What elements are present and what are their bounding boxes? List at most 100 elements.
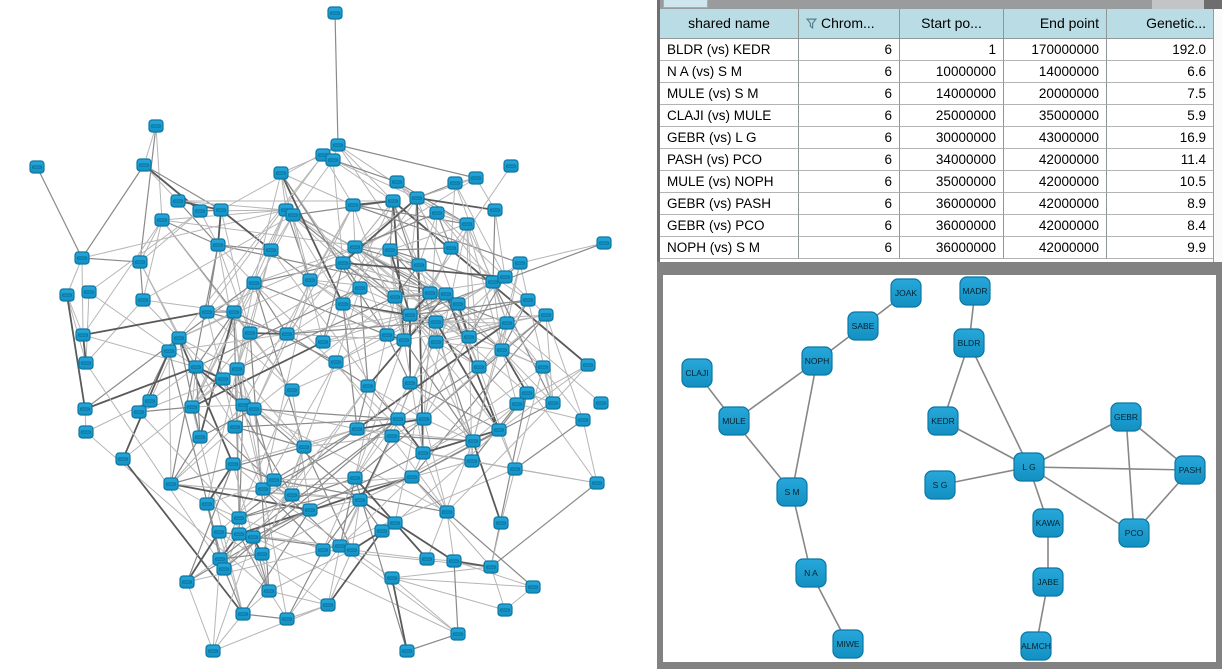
network-node[interactable]: [246, 276, 262, 290]
network-node[interactable]: [596, 236, 612, 250]
network-node[interactable]: [438, 287, 454, 301]
network-node[interactable]: [211, 525, 227, 539]
network-node[interactable]: [328, 355, 344, 369]
table-cell[interactable]: 42000000: [1004, 215, 1107, 237]
network-node[interactable]: [154, 213, 170, 227]
network-node[interactable]: [135, 293, 151, 307]
network-node[interactable]: [493, 516, 509, 530]
table-row[interactable]: GEBR (vs) L G 6 30000000 43000000 16.9: [660, 127, 1213, 149]
network-node[interactable]: [385, 194, 401, 208]
network-node[interactable]: [499, 316, 515, 330]
network-node[interactable]: [284, 383, 300, 397]
network-node[interactable]: [229, 362, 245, 376]
table-cell[interactable]: 42000000: [1004, 237, 1107, 259]
table-row[interactable]: GEBR (vs) PASH 6 36000000 42000000 8.9: [660, 193, 1213, 215]
network-node[interactable]: [402, 376, 418, 390]
table-cell[interactable]: 6: [799, 149, 900, 171]
table-cell[interactable]: N A (vs) S M: [660, 61, 799, 83]
node-joak[interactable]: JOAK: [890, 278, 922, 308]
node-s-g[interactable]: S G: [924, 470, 956, 500]
network-node[interactable]: [327, 6, 343, 20]
network-node[interactable]: [332, 539, 348, 553]
network-node[interactable]: [77, 402, 93, 416]
table-cell[interactable]: 6.6: [1107, 61, 1213, 83]
network-node[interactable]: [210, 238, 226, 252]
table-cell[interactable]: GEBR (vs) L G: [660, 127, 799, 149]
filter-icon[interactable]: [806, 18, 817, 29]
table-cell[interactable]: 36000000: [900, 237, 1004, 259]
network-node[interactable]: [215, 372, 231, 386]
network-node[interactable]: [199, 497, 215, 511]
network-node[interactable]: [115, 452, 131, 466]
node-mule[interactable]: MULE: [718, 406, 750, 436]
network-node[interactable]: [461, 330, 477, 344]
tab-fragment[interactable]: [663, 0, 708, 8]
table-cell[interactable]: 6: [799, 105, 900, 127]
table-cell[interactable]: MULE (vs) S M: [660, 83, 799, 105]
network-node[interactable]: [170, 194, 186, 208]
main-network-view[interactable]: [0, 0, 650, 669]
network-node[interactable]: [171, 331, 187, 345]
column-header-end-point[interactable]: End point: [1004, 9, 1107, 39]
network-node[interactable]: [235, 607, 251, 621]
node-l-g[interactable]: L G: [1013, 452, 1045, 482]
table-cell[interactable]: 42000000: [1004, 171, 1107, 193]
network-node[interactable]: [409, 191, 425, 205]
network-node[interactable]: [74, 251, 90, 265]
table-cell[interactable]: PASH (vs) PCO: [660, 149, 799, 171]
table-cell[interactable]: 5.9: [1107, 105, 1213, 127]
node-gebr[interactable]: GEBR: [1110, 402, 1142, 432]
network-node[interactable]: [163, 477, 179, 491]
table-cell[interactable]: 36000000: [900, 215, 1004, 237]
network-node[interactable]: [213, 203, 229, 217]
table-cell[interactable]: NOPH (vs) S M: [660, 237, 799, 259]
node-jabe[interactable]: JABE: [1032, 567, 1064, 597]
network-node[interactable]: [589, 476, 605, 490]
network-node[interactable]: [352, 493, 368, 507]
table-cell[interactable]: 11.4: [1107, 149, 1213, 171]
network-node[interactable]: [279, 612, 295, 626]
network-node[interactable]: [491, 423, 507, 437]
network-node[interactable]: [335, 297, 351, 311]
network-node[interactable]: [132, 255, 148, 269]
network-node[interactable]: [325, 153, 341, 167]
network-node[interactable]: [447, 176, 463, 190]
network-node[interactable]: [302, 273, 318, 287]
network-node[interactable]: [443, 241, 459, 255]
table-cell[interactable]: 16.9: [1107, 127, 1213, 149]
network-node[interactable]: [216, 562, 232, 576]
network-node[interactable]: [507, 462, 523, 476]
network-node[interactable]: [439, 505, 455, 519]
network-node[interactable]: [29, 160, 45, 174]
network-node[interactable]: [352, 281, 368, 295]
network-node[interactable]: [459, 217, 475, 231]
network-node[interactable]: [231, 527, 247, 541]
table-cell[interactable]: 6: [799, 83, 900, 105]
network-node[interactable]: [593, 396, 609, 410]
node-kawa[interactable]: KAWA: [1032, 508, 1064, 538]
table-cell[interactable]: 8.4: [1107, 215, 1213, 237]
table-cell[interactable]: 35000000: [1004, 105, 1107, 127]
network-node[interactable]: [464, 454, 480, 468]
network-node[interactable]: [320, 598, 336, 612]
network-node[interactable]: [429, 206, 445, 220]
network-node[interactable]: [487, 203, 503, 217]
network-node[interactable]: [59, 288, 75, 302]
network-node[interactable]: [538, 308, 554, 322]
table-cell[interactable]: MULE (vs) NOPH: [660, 171, 799, 193]
table-row[interactable]: CLAJI (vs) MULE 6 25000000 35000000 5.9: [660, 105, 1213, 127]
network-node[interactable]: [131, 405, 147, 419]
network-node[interactable]: [360, 379, 376, 393]
table-cell[interactable]: 36000000: [900, 193, 1004, 215]
table-cell[interactable]: 6: [799, 61, 900, 83]
network-node[interactable]: [192, 430, 208, 444]
network-node[interactable]: [284, 488, 300, 502]
network-node[interactable]: [136, 158, 152, 172]
network-node[interactable]: [389, 175, 405, 189]
network-node[interactable]: [387, 516, 403, 530]
table-cell[interactable]: 10000000: [900, 61, 1004, 83]
column-header-genetic[interactable]: Genetic...: [1107, 9, 1213, 39]
network-node[interactable]: [246, 402, 262, 416]
table-cell[interactable]: 170000000: [1004, 39, 1107, 61]
table-cell[interactable]: 35000000: [900, 171, 1004, 193]
